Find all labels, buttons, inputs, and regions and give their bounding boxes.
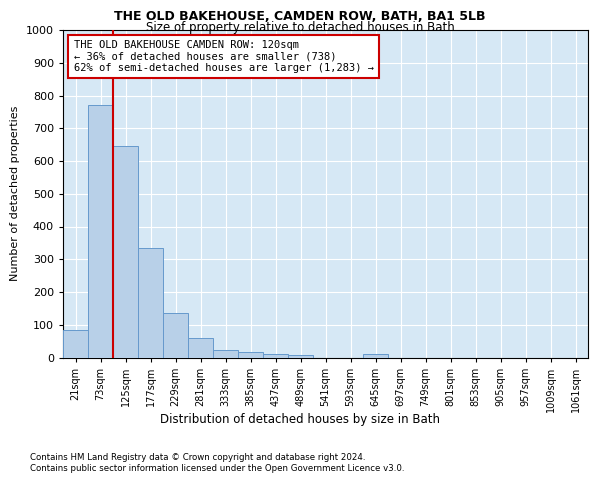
Text: Contains public sector information licensed under the Open Government Licence v3: Contains public sector information licen…: [30, 464, 404, 473]
Text: Size of property relative to detached houses in Bath: Size of property relative to detached ho…: [146, 21, 454, 34]
Bar: [213, 350, 238, 358]
Bar: [363, 354, 388, 358]
Text: THE OLD BAKEHOUSE CAMDEN ROW: 120sqm
← 36% of detached houses are smaller (738)
: THE OLD BAKEHOUSE CAMDEN ROW: 120sqm ← 3…: [74, 40, 373, 73]
Text: Contains HM Land Registry data © Crown copyright and database right 2024.: Contains HM Land Registry data © Crown c…: [30, 452, 365, 462]
Text: THE OLD BAKEHOUSE, CAMDEN ROW, BATH, BA1 5LB: THE OLD BAKEHOUSE, CAMDEN ROW, BATH, BA1…: [114, 10, 486, 23]
Bar: [138, 248, 163, 358]
Bar: [63, 330, 88, 357]
Bar: [263, 354, 288, 358]
Bar: [238, 352, 263, 358]
Bar: [163, 314, 188, 358]
Bar: [88, 106, 113, 358]
Text: Distribution of detached houses by size in Bath: Distribution of detached houses by size …: [160, 412, 440, 426]
Bar: [113, 146, 138, 358]
Y-axis label: Number of detached properties: Number of detached properties: [10, 106, 20, 282]
Bar: [188, 338, 213, 357]
Bar: [288, 355, 313, 358]
